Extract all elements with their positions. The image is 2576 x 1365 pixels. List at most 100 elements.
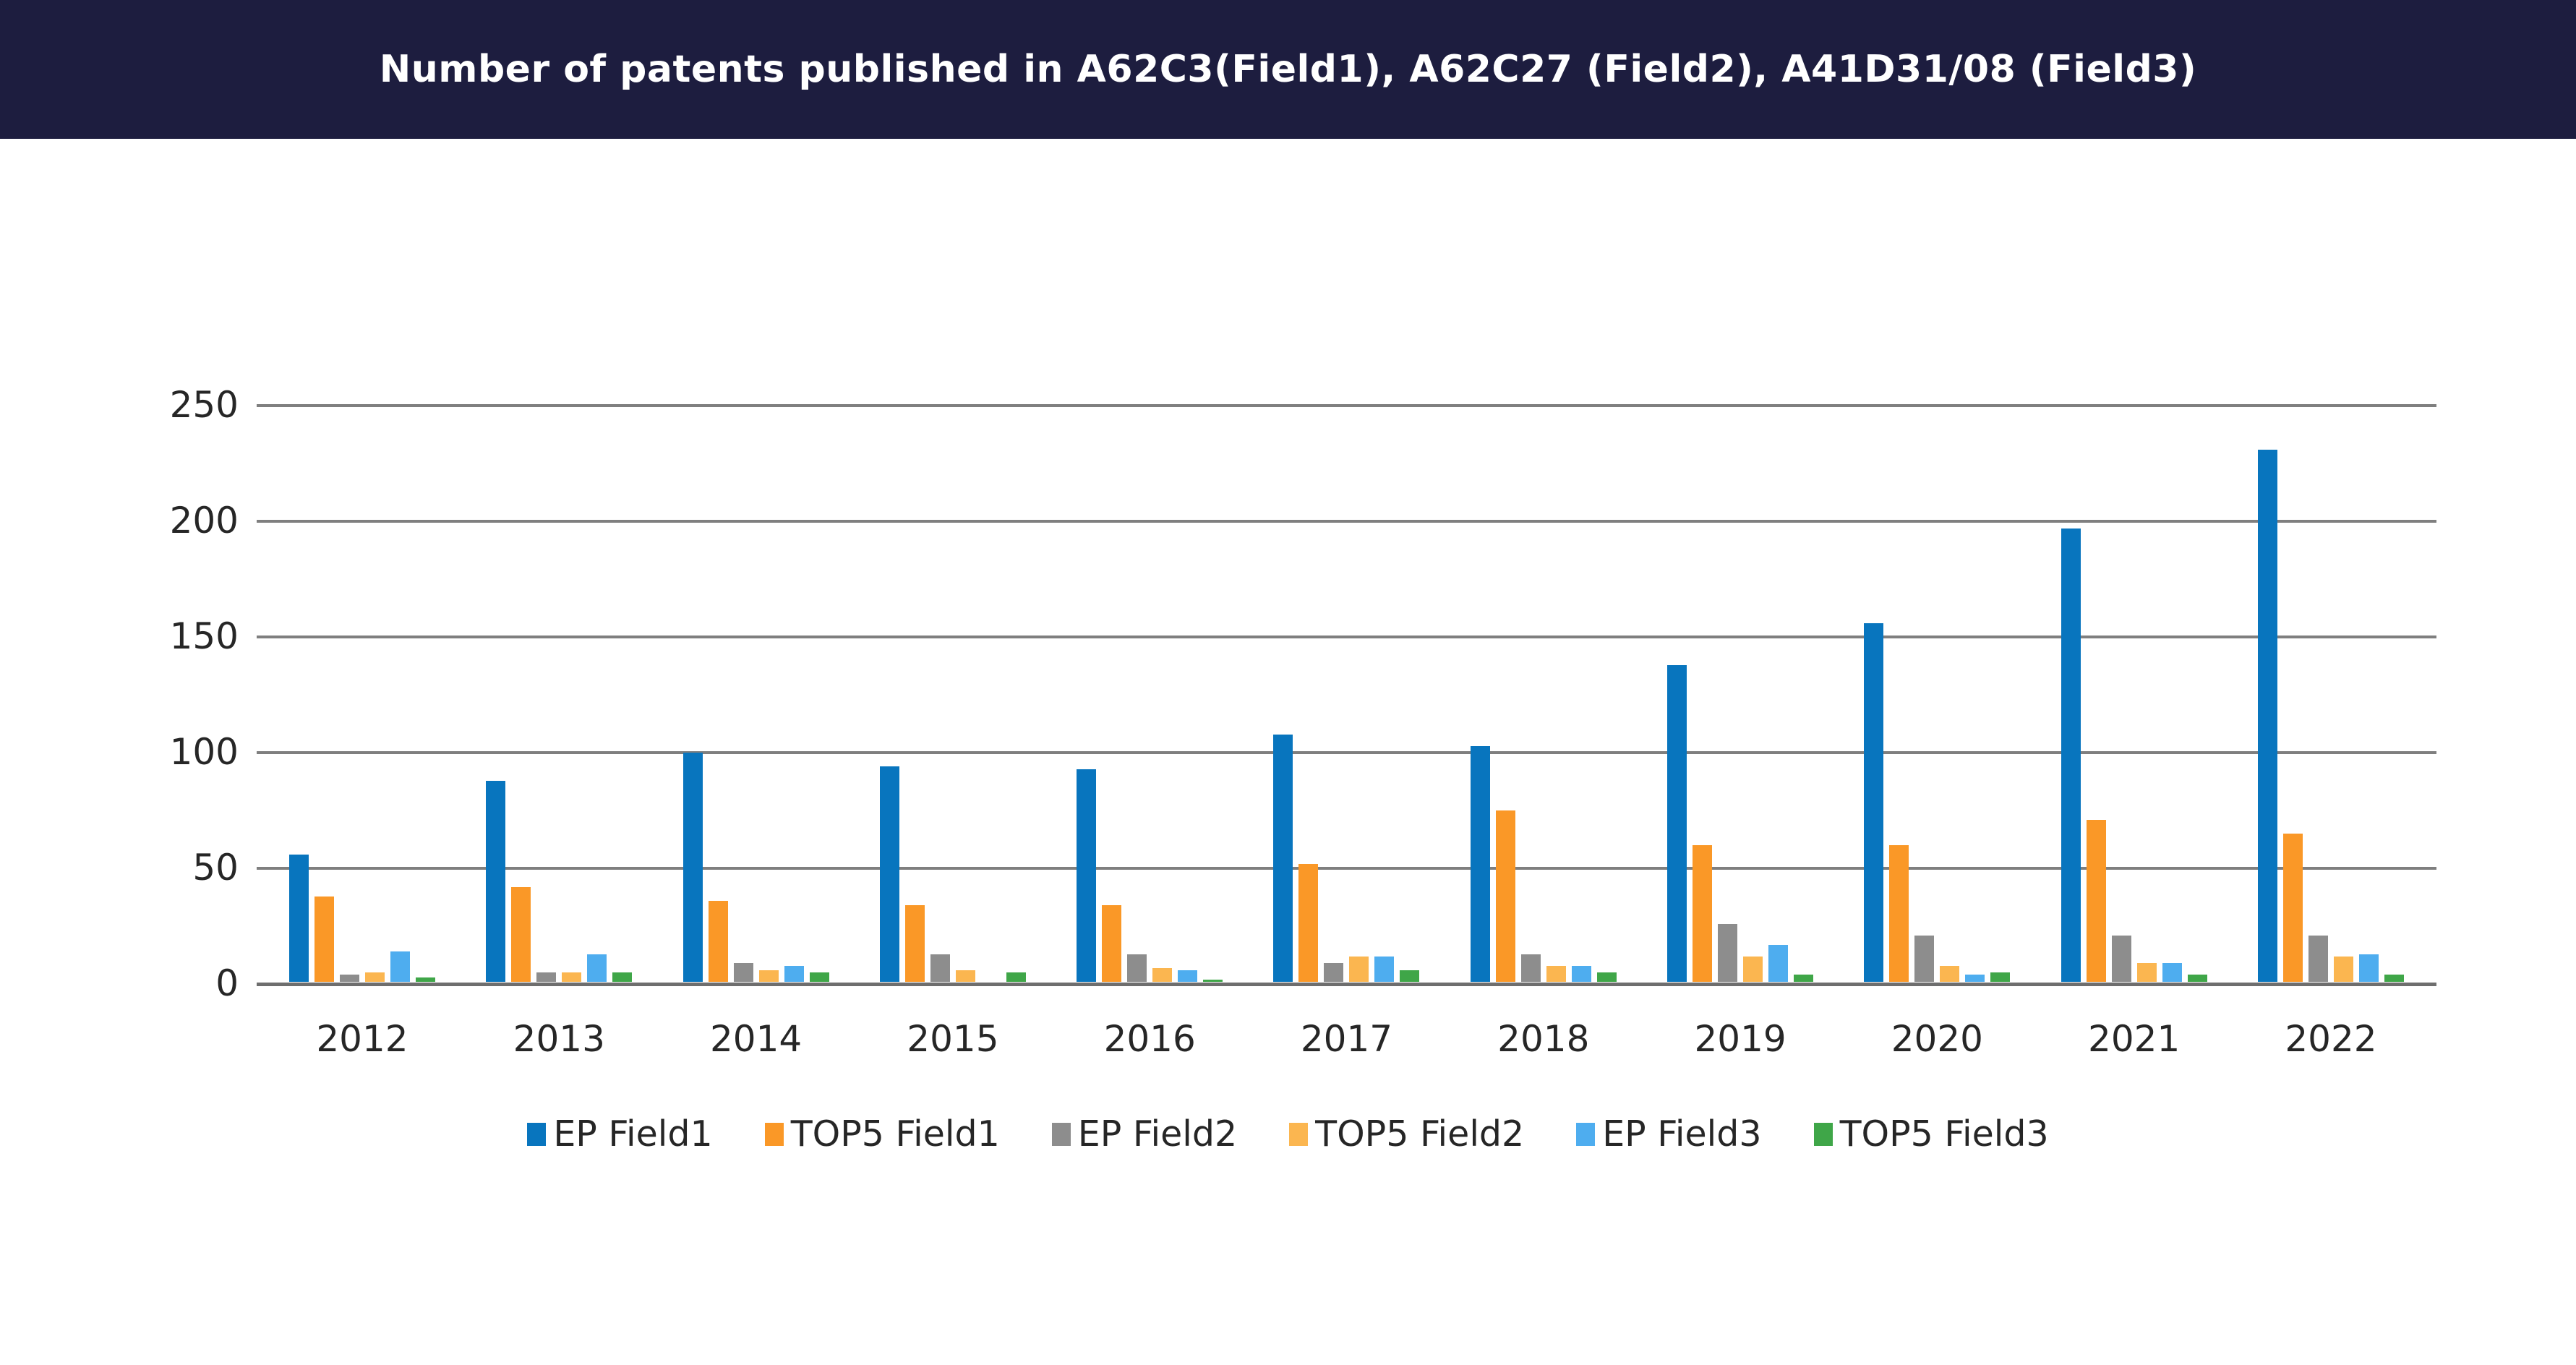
bar-top5-field2-2014	[758, 970, 779, 982]
bar-top5-field2-2020	[1940, 965, 1960, 982]
bar-ep-field1-2014	[682, 753, 703, 982]
legend-label-ep-field3: EP Field3	[1602, 1113, 1762, 1155]
bar-top5-field3-2013	[612, 972, 633, 982]
legend-label-ep-field2: EP Field2	[1077, 1113, 1238, 1155]
legend-label-ep-field1: EP Field1	[553, 1113, 713, 1155]
bar-ep-field1-2015	[879, 766, 899, 982]
bar-top5-field2-2019	[1743, 956, 1763, 982]
bar-ep-field3-2019	[1768, 944, 1789, 982]
bar-top5-field1-2015	[904, 905, 925, 982]
bar-group-2018	[1470, 745, 1617, 982]
bar-top5-field3-2022	[2384, 975, 2404, 982]
bar-top5-field1-2014	[708, 901, 728, 982]
bar-group-2020	[1864, 623, 2011, 982]
legend-item-ep-field3: EP Field3	[1576, 1113, 1762, 1155]
legend-swatch-top5-field2	[1289, 1122, 1309, 1146]
x-axis-tick-label-2022: 2022	[2285, 1018, 2377, 1060]
bar-ep-field2-2016	[1127, 954, 1147, 982]
gridline-250	[257, 404, 2436, 407]
legend-item-top5-field1: TOP5 Field1	[764, 1113, 1000, 1155]
bar-groups	[257, 406, 2436, 982]
legend-swatch-top5-field3	[1813, 1122, 1833, 1146]
bar-top5-field2-2022	[2333, 956, 2353, 982]
legend-label-top5-field1: TOP5 Field1	[790, 1113, 1000, 1155]
bar-top5-field2-2015	[955, 970, 975, 982]
bar-ep-field2-2014	[733, 963, 753, 982]
bar-group-2015	[879, 766, 1026, 982]
bar-ep-field1-2018	[1470, 745, 1490, 982]
y-axis-tick-label-50: 50	[192, 846, 239, 889]
y-axis-tick-label-150: 150	[169, 615, 239, 657]
bar-ep-field3-2021	[2162, 963, 2182, 982]
bar-ep-field2-2019	[1718, 924, 1738, 982]
x-axis: 2012 2013 2014 2015 2016 2017 2018 2019 2020 2021…	[257, 1018, 2436, 1060]
bar-top5-field3-2021	[2187, 975, 2207, 982]
bar-top5-field2-2016	[1152, 967, 1173, 982]
bar-top5-field1-2021	[2086, 820, 2106, 982]
bar-top5-field1-2019	[1693, 845, 1713, 982]
bar-ep-field2-2012	[340, 975, 359, 982]
y-axis-tick-label-250: 250	[169, 383, 239, 426]
legend-swatch-ep-field1	[527, 1122, 547, 1146]
legend-item-ep-field1: EP Field1	[527, 1113, 713, 1155]
bar-top5-field2-2018	[1546, 965, 1566, 982]
bar-ep-field1-2019	[1667, 664, 1687, 982]
x-axis-tick-label-2017: 2017	[1300, 1018, 1393, 1060]
bar-top5-field1-2016	[1102, 905, 1122, 982]
bar-top5-field2-2013	[562, 972, 582, 982]
legend-item-top5-field2: TOP5 Field2	[1289, 1113, 1524, 1155]
x-axis-tick-label-2012: 2012	[316, 1018, 408, 1060]
bar-top5-field3-2014	[809, 972, 829, 982]
bar-top5-field2-2012	[365, 972, 385, 982]
x-axis-tick-label-2019: 2019	[1694, 1018, 1786, 1060]
bar-ep-field1-2013	[486, 780, 506, 982]
bar-top5-field1-2012	[314, 896, 334, 982]
bar-group-2014	[682, 753, 829, 982]
bar-ep-field3-2018	[1571, 965, 1591, 982]
legend-label-top5-field2: TOP5 Field2	[1315, 1113, 1525, 1155]
bar-top5-field1-2022	[2282, 834, 2303, 982]
bar-ep-field1-2017	[1273, 734, 1293, 982]
x-axis-tick-label-2021: 2021	[2088, 1018, 2181, 1060]
bar-top5-field3-2015	[1006, 972, 1026, 982]
legend: EP Field1 TOP5 Field1 EP Field2 TOP5 Field2…	[0, 1113, 2576, 1155]
bar-top5-field3-2018	[1596, 972, 1617, 982]
legend-swatch-ep-field3	[1576, 1122, 1596, 1146]
bar-top5-field1-2018	[1495, 810, 1515, 982]
bar-ep-field1-2020	[1864, 623, 1884, 982]
legend-swatch-top5-field1	[764, 1122, 784, 1146]
bar-group-2019	[1667, 664, 1814, 982]
y-axis-tick-label-100: 100	[169, 730, 239, 773]
bar-ep-field2-2022	[2308, 936, 2328, 982]
legend-item-top5-field3: TOP5 Field3	[1813, 1113, 2049, 1155]
bar-ep-field1-2022	[2257, 450, 2277, 982]
y-axis-tick-label-200: 200	[169, 499, 239, 542]
x-axis-tick-label-2013: 2013	[513, 1018, 605, 1060]
bar-group-2017	[1273, 734, 1420, 982]
bar-top5-field3-2017	[1400, 970, 1420, 982]
gridline-100	[257, 751, 2436, 754]
bar-top5-field3-2016	[1203, 979, 1223, 982]
bar-top5-field3-2012	[416, 977, 435, 982]
bar-ep-field2-2020	[1914, 936, 1935, 982]
bar-top5-field3-2019	[1794, 975, 1814, 982]
bar-ep-field3-2016	[1178, 970, 1198, 982]
chart-title: Number of patents published in A62C3(Fie…	[379, 48, 2197, 91]
x-axis-tick-label-2018: 2018	[1497, 1018, 1590, 1060]
bar-group-2016	[1077, 769, 1223, 982]
bar-ep-field2-2018	[1520, 954, 1541, 982]
y-axis-tick-label-0: 0	[215, 962, 239, 1004]
x-axis-tick-label-2015: 2015	[907, 1018, 999, 1060]
legend-item-ep-field2: EP Field2	[1051, 1113, 1238, 1155]
bar-group-2021	[2061, 528, 2207, 982]
bar-ep-field1-2021	[2061, 528, 2081, 982]
bar-ep-field3-2017	[1374, 956, 1395, 982]
bar-ep-field1-2016	[1077, 769, 1097, 982]
x-axis-tick-label-2014: 2014	[709, 1018, 803, 1060]
bar-ep-field3-2014	[784, 965, 804, 982]
bar-ep-field2-2021	[2111, 936, 2131, 982]
gridline-50	[257, 867, 2436, 870]
bar-top5-field2-2021	[2136, 963, 2157, 982]
gridline-200	[257, 520, 2436, 523]
